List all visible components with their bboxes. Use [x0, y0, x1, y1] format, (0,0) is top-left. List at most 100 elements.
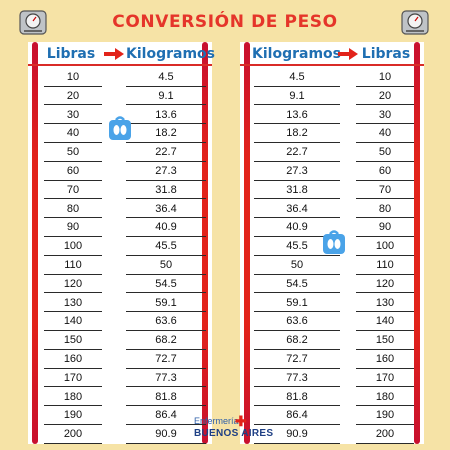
cell-col2: 50	[356, 143, 414, 162]
right-arrow-icon	[104, 48, 124, 60]
cell-col1: 200	[44, 425, 102, 444]
table-header: Libras Kilogramos	[28, 42, 215, 66]
table-row: 90.9 200	[240, 425, 424, 444]
cell-col2: 60	[356, 162, 414, 181]
header-libras: Libras	[46, 46, 96, 62]
table-row: 36.4 80	[240, 200, 424, 219]
cell-col2: 10	[356, 68, 414, 87]
header-kilogramos: Kilogramos	[126, 46, 215, 62]
cell-col1: 110	[44, 256, 102, 275]
cell-col1: 81.8	[254, 388, 340, 407]
cell-col1: 60	[44, 162, 102, 181]
cell-col1: 86.4	[254, 406, 340, 425]
cell-col2: 160	[356, 350, 414, 369]
cell-col2: 27.3	[126, 162, 206, 181]
cell-col1: 50	[254, 256, 340, 275]
table-row: 130 59.1	[28, 294, 212, 313]
table-row: 72.7 160	[240, 350, 424, 369]
cell-col2: 90.9	[126, 425, 206, 444]
cell-col2: 120	[356, 275, 414, 294]
left-red-bar	[244, 42, 250, 444]
cell-col1: 160	[44, 350, 102, 369]
enfermeria-buenos-aires-logo: Enfermería ✚ BUENOS AIRES	[186, 413, 273, 442]
cell-col2: 72.7	[126, 350, 206, 369]
right-red-bar	[414, 42, 420, 444]
cell-col2: 13.6	[126, 106, 206, 125]
cell-col1: 4.5	[254, 68, 340, 87]
table-row: 100 45.5	[28, 237, 212, 256]
cell-col1: 130	[44, 294, 102, 313]
cell-col1: 63.6	[254, 312, 340, 331]
table-row: 45.5 100	[240, 237, 424, 256]
cell-col1: 31.8	[254, 181, 340, 200]
table-row: 81.8 180	[240, 388, 424, 407]
table-row: 86.4 190	[240, 406, 424, 425]
cell-col1: 140	[44, 312, 102, 331]
cell-col1: 59.1	[254, 294, 340, 313]
cell-col2: 100	[356, 237, 414, 256]
cell-col2: 90	[356, 218, 414, 237]
table-row: 190 86.4	[28, 406, 212, 425]
table-row: 18.2 40	[240, 124, 424, 143]
table-row: 70 31.8	[28, 181, 212, 200]
table-row: 54.5 120	[240, 275, 424, 294]
table-row: 180 81.8	[28, 388, 212, 407]
cell-col2: 81.8	[126, 388, 206, 407]
table-row: 22.7 50	[240, 143, 424, 162]
table-row: 60 27.3	[28, 162, 212, 181]
cell-col2: 130	[356, 294, 414, 313]
cell-col2: 20	[356, 87, 414, 106]
cell-col1: 70	[44, 181, 102, 200]
cell-col2: 45.5	[126, 237, 206, 256]
cell-col1: 54.5	[254, 275, 340, 294]
cell-col1: 40.9	[254, 218, 340, 237]
table-row: 77.3 170	[240, 369, 424, 388]
table-row: 140 63.6	[28, 312, 212, 331]
cell-col1: 10	[44, 68, 102, 87]
cell-col2: 200	[356, 425, 414, 444]
logo-line2: BUENOS AIRES	[194, 428, 274, 439]
cell-col1: 22.7	[254, 143, 340, 162]
cell-col2: 140	[356, 312, 414, 331]
table-row: 4.5 10	[240, 68, 424, 87]
cell-col2: 77.3	[126, 369, 206, 388]
cell-col2: 4.5	[126, 68, 206, 87]
page-title: CONVERSIÓN DE PESO	[112, 12, 338, 32]
cell-col2: 110	[356, 256, 414, 275]
cell-col1: 150	[44, 331, 102, 350]
cell-col2: 180	[356, 388, 414, 407]
left-red-bar	[32, 42, 38, 444]
cell-col1: 13.6	[254, 106, 340, 125]
table-row: 31.8 70	[240, 181, 424, 200]
table-row: 170 77.3	[28, 369, 212, 388]
cell-col2: 190	[356, 406, 414, 425]
cell-col1: 77.3	[254, 369, 340, 388]
cell-col2: 22.7	[126, 143, 206, 162]
cell-col2: 36.4	[126, 200, 206, 219]
libras-to-kilogramos-table: Libras Kilogramos 10 4.5 20 9.1 30 13.6 40 18.2…	[28, 42, 215, 444]
cell-col2: 170	[356, 369, 414, 388]
cell-col2: 50	[126, 256, 206, 275]
cell-col1: 18.2	[254, 124, 340, 143]
table-row: 200 90.9	[28, 425, 212, 444]
cell-col1: 90	[44, 218, 102, 237]
cell-col2: 40	[356, 124, 414, 143]
table-row: 27.3 60	[240, 162, 424, 181]
cell-col2: 80	[356, 200, 414, 219]
cell-col2: 30	[356, 106, 414, 125]
cell-col1: 9.1	[254, 87, 340, 106]
cell-col2: 54.5	[126, 275, 206, 294]
table-row: 9.1 20	[240, 87, 424, 106]
table-row: 120 54.5	[28, 275, 212, 294]
table-row: 68.2 150	[240, 331, 424, 350]
cell-col1: 27.3	[254, 162, 340, 181]
table-row: 63.6 140	[240, 312, 424, 331]
table-row: 13.6 30	[240, 106, 424, 125]
cell-col2: 63.6	[126, 312, 206, 331]
cell-col1: 50	[44, 143, 102, 162]
scale-feet-icon	[323, 230, 345, 254]
cell-col2: 68.2	[126, 331, 206, 350]
cell-col2: 31.8	[126, 181, 206, 200]
table-row: 30 13.6	[28, 106, 212, 125]
table-row: 50 22.7	[28, 143, 212, 162]
